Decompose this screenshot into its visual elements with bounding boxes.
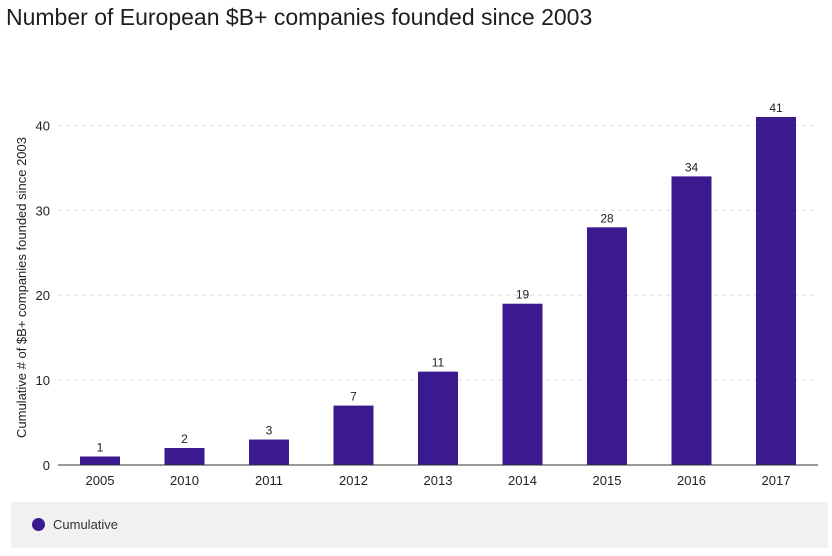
- data-label: 2: [181, 432, 188, 446]
- data-label: 3: [266, 424, 273, 438]
- data-label: 7: [350, 390, 357, 404]
- y-tick-label: 40: [36, 118, 50, 133]
- bar: [671, 176, 712, 465]
- x-tick-label: 2013: [424, 473, 453, 488]
- y-tick-label: 10: [36, 373, 50, 388]
- y-tick-label: 20: [36, 288, 50, 303]
- y-tick-label: 0: [43, 458, 50, 473]
- data-labels: 1 2 3 7 11 19 28 34 41: [97, 101, 783, 455]
- x-tick-label: 2012: [339, 473, 368, 488]
- data-label: 28: [600, 211, 614, 225]
- legend-label: Cumulative: [53, 517, 119, 532]
- x-tick-label: 2005: [86, 473, 115, 488]
- data-label: 19: [516, 288, 530, 302]
- bar: [418, 371, 458, 465]
- legend: Cumulative: [11, 502, 828, 548]
- data-label: 34: [685, 160, 699, 174]
- data-label: 11: [432, 356, 445, 370]
- x-tick-label: 2010: [170, 473, 199, 488]
- bar: [333, 405, 374, 465]
- y-axis-ticks: 0 10 20 30 40: [36, 118, 50, 473]
- legend-swatch: [32, 518, 45, 531]
- x-tick-label: 2011: [255, 473, 283, 488]
- x-tick-label: 2015: [593, 473, 622, 488]
- bar-chart: 0 10 20 30 40 1 2 3 7 11 19 28 34 41 2005 2010 2011 201…: [14, 101, 818, 488]
- data-label: 41: [769, 101, 783, 115]
- y-tick-label: 30: [36, 203, 50, 218]
- bar: [587, 227, 627, 465]
- bar: [502, 303, 543, 465]
- y-axis-label: Cumulative # of $B+ companies founded si…: [14, 137, 29, 438]
- bar: [164, 448, 205, 465]
- bar: [756, 116, 796, 465]
- x-axis-ticks: 2005 2010 2011 2012 2013 2014 2015 2016 2017: [86, 473, 791, 488]
- bar: [80, 456, 120, 465]
- bars: [80, 116, 796, 465]
- x-tick-label: 2016: [677, 473, 706, 488]
- chart-title: Number of European $B+ companies founded…: [6, 4, 593, 30]
- x-tick-label: 2017: [762, 473, 791, 488]
- data-label: 1: [97, 441, 104, 455]
- x-tick-label: 2014: [508, 473, 537, 488]
- bar: [249, 439, 289, 465]
